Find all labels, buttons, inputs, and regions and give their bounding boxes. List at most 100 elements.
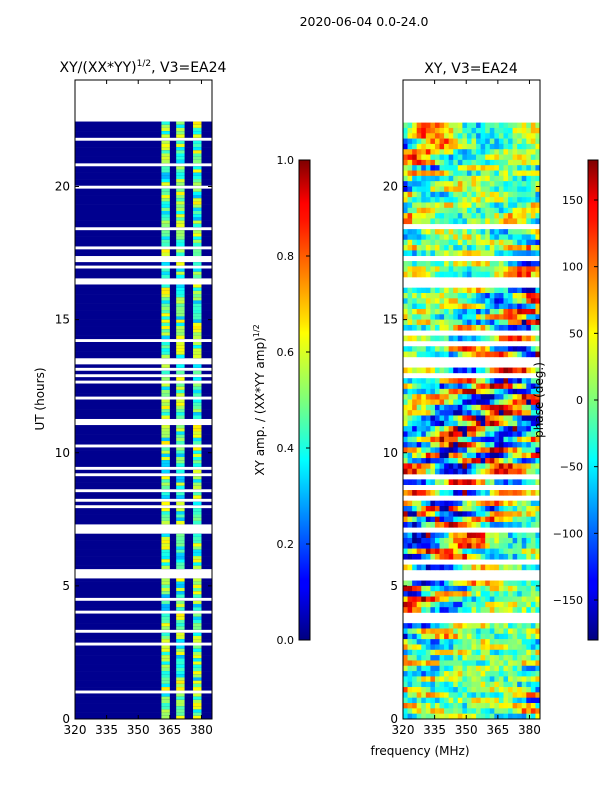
- phase-cell: [444, 681, 449, 688]
- amplitude-rfi-cell: [176, 687, 185, 691]
- phase-cell: [448, 239, 454, 246]
- phase-cell: [517, 516, 523, 523]
- phase-cell: [448, 394, 454, 400]
- phase-cell: [489, 580, 495, 587]
- phase-cell: [494, 186, 500, 193]
- phase-cell: [503, 431, 509, 438]
- phase-cell: [476, 324, 481, 331]
- phase-cell: [416, 165, 422, 171]
- phase-cell: [471, 601, 477, 608]
- phase-cell: [421, 468, 427, 475]
- phase-cell: [508, 436, 513, 443]
- phase-cell: [453, 564, 459, 571]
- phase-cell: [466, 591, 472, 597]
- phase-cell: [489, 511, 495, 517]
- phase-cell: [530, 511, 536, 517]
- phase-cell: [535, 585, 541, 592]
- amplitude-row: [75, 715, 212, 720]
- amplitude-rfi-cell: [161, 306, 170, 311]
- amplitude-rfi-cell: [176, 712, 185, 717]
- phase-cell: [476, 415, 481, 422]
- amplitude-rfi-cell: [193, 268, 202, 272]
- phase-cell: [457, 127, 463, 134]
- phase-cell: [453, 580, 459, 587]
- phase-cell: [512, 399, 518, 406]
- amplitude-colorbar-label: XY amp. / (XX*YY amp)1/2: [252, 324, 267, 475]
- phase-cell: [480, 394, 486, 400]
- amplitude-rfi-cell: [193, 271, 202, 276]
- phase-cell: [453, 703, 459, 709]
- phase-cell: [508, 138, 513, 145]
- phase-cell: [489, 468, 495, 475]
- amplitude-row: [75, 696, 212, 701]
- phase-cell: [416, 665, 422, 672]
- phase-cell: [421, 133, 427, 139]
- phase-cell: [476, 458, 481, 464]
- phase-cell: [503, 154, 509, 161]
- phase-cell: [498, 266, 504, 272]
- phase-cell: [462, 170, 468, 177]
- amplitude-rfi-cell: [176, 501, 185, 506]
- phase-cell: [457, 596, 463, 603]
- phase-cell: [453, 159, 459, 166]
- phase-cell: [421, 687, 427, 693]
- amplitude-row: [75, 326, 212, 330]
- amplitude-rfi-cell: [176, 520, 185, 525]
- phase-cell: [416, 671, 422, 677]
- phase-cell: [448, 532, 454, 539]
- phase-cell: [457, 293, 463, 299]
- amplitude-rfi-cell: [176, 559, 185, 563]
- phase-cell: [508, 644, 513, 651]
- phase-cell: [430, 383, 436, 390]
- phase-cell: [448, 191, 454, 198]
- phase-cell: [444, 234, 449, 241]
- phase-cell: [535, 293, 541, 299]
- phase-cell: [494, 250, 500, 257]
- phase-cell: [489, 490, 495, 496]
- phase-cell: [526, 452, 532, 459]
- amplitude-rfi-cell: [193, 639, 202, 643]
- phase-cell: [489, 655, 495, 661]
- amplitude-rfi-cell: [176, 581, 185, 586]
- phase-cell: [421, 426, 427, 432]
- phase-cell: [425, 420, 431, 427]
- amplitude-rfi-cell: [161, 405, 170, 410]
- phase-cell: [430, 234, 436, 241]
- phase-cell: [485, 479, 491, 485]
- phase-cell: [508, 133, 513, 139]
- phase-cell: [457, 207, 463, 214]
- phase-cell: [444, 420, 449, 427]
- phase-cell: [494, 410, 500, 416]
- amplitude-rfi-cell: [176, 533, 185, 538]
- phase-cell: [439, 591, 445, 597]
- amplitude-ytick-label-5: 5: [62, 579, 70, 593]
- phase-cell: [425, 500, 431, 507]
- phase-cell: [480, 202, 486, 209]
- phase-cell: [503, 585, 509, 592]
- phase-cell: [457, 175, 463, 182]
- phase-cell: [521, 436, 527, 443]
- phase-cell: [471, 367, 477, 374]
- phase-cell: [416, 601, 422, 608]
- phase-cell: [412, 697, 417, 704]
- amplitude-row: [75, 341, 212, 346]
- phase-cell: [476, 426, 481, 432]
- phase-cell: [512, 122, 518, 129]
- phase-cell: [434, 543, 440, 549]
- phase-cell: [489, 308, 495, 315]
- amplitude-row: [75, 153, 212, 157]
- amplitude-rfi-cell: [161, 127, 170, 132]
- phase-cell: [485, 261, 491, 267]
- amplitude-rfi-cell: [193, 680, 202, 685]
- phase-cell: [503, 319, 509, 326]
- phase-cell: [462, 564, 468, 571]
- phase-cell: [480, 703, 486, 709]
- phase-cell: [466, 644, 472, 651]
- phase-cell: [485, 346, 491, 352]
- amplitude-rfi-cell: [193, 310, 202, 314]
- phase-cell: [517, 266, 523, 272]
- phase-cell: [494, 665, 500, 672]
- phase-cell: [517, 458, 523, 464]
- phase-cell: [448, 335, 454, 342]
- amplitude-rfi-cell: [193, 198, 202, 202]
